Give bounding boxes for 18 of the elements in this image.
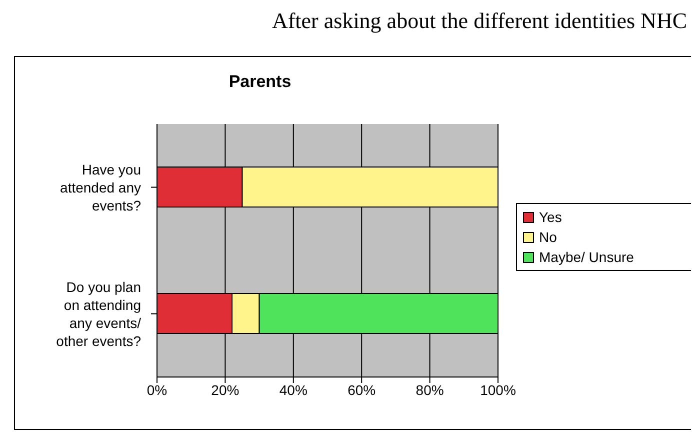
bar bbox=[232, 293, 260, 334]
bar bbox=[157, 293, 233, 334]
x-tick-label: 0% bbox=[146, 382, 168, 398]
bar bbox=[258, 293, 498, 334]
x-tick-label: 60% bbox=[348, 382, 376, 398]
x-tick-label: 20% bbox=[211, 382, 240, 398]
y-tick-label: Do you plan on attending any events/ other events? bbox=[56, 278, 142, 349]
x-tick-label: 40% bbox=[279, 382, 308, 398]
text: After asking about the different identities NHC bbox=[270, 8, 688, 35]
chart-title: Parents bbox=[228, 72, 292, 92]
x-tick-label: 100% bbox=[480, 382, 516, 398]
legend-label: Yes bbox=[539, 208, 562, 227]
bar bbox=[157, 166, 243, 208]
legend-label: No bbox=[539, 228, 557, 247]
legend-label: Maybe/ Unsure bbox=[539, 248, 634, 267]
x-tick-label: 80% bbox=[416, 382, 444, 398]
y-tick-label: Have you attended any events? bbox=[60, 161, 142, 214]
bar bbox=[242, 166, 498, 208]
